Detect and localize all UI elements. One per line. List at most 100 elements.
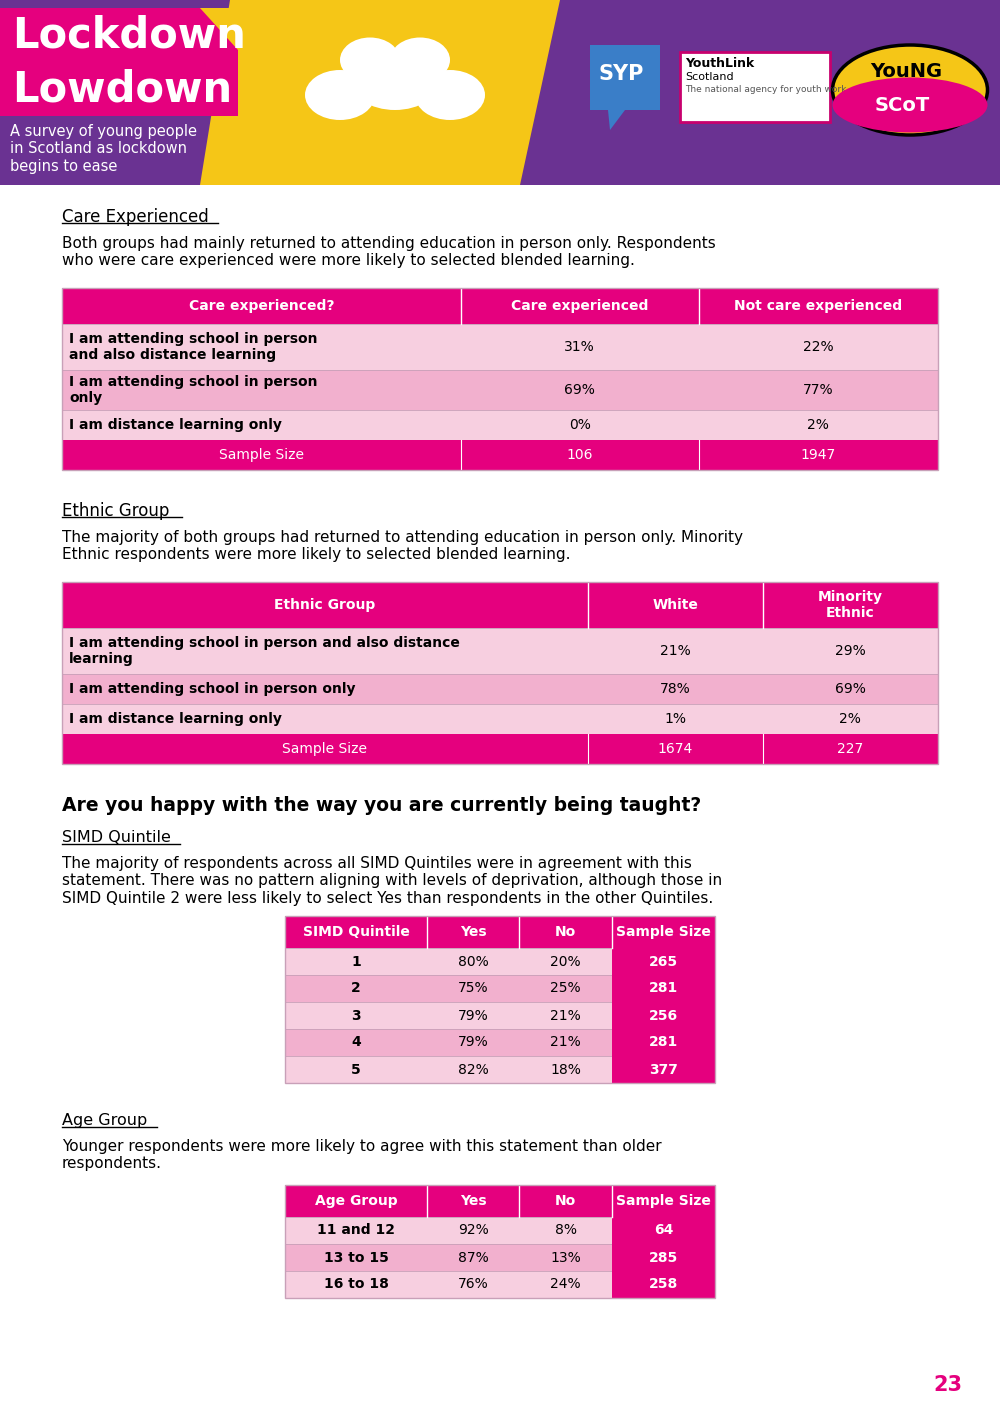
Bar [62,440,938,469]
Text: 3: 3 [351,1008,361,1022]
Text: Care experienced: Care experienced [511,298,648,312]
Text: 23: 23 [934,1374,962,1396]
Bar [285,1271,715,1298]
Text: Care experienced?: Care experienced? [189,298,334,312]
Bar [612,1003,715,1029]
Text: 69%: 69% [564,383,595,397]
Text: Ethnic Group: Ethnic Group [274,598,375,612]
Text: I am attending school in person
only: I am attending school in person only [69,375,318,404]
Text: 5: 5 [351,1062,361,1076]
Bar [0,8,238,116]
Bar [62,370,938,410]
Text: 281: 281 [649,1035,678,1049]
Bar [285,1185,715,1217]
Text: 76%: 76% [458,1277,488,1291]
Text: 87%: 87% [458,1250,488,1264]
Text: 13 to 15: 13 to 15 [324,1250,388,1264]
Bar [612,1056,715,1083]
Polygon shape [590,45,660,130]
Bar [612,947,715,976]
Text: 377: 377 [649,1062,678,1076]
Ellipse shape [390,38,450,82]
Bar [612,1244,715,1271]
Bar [62,288,938,324]
Text: I am attending school in person only: I am attending school in person only [69,682,356,696]
Bar [285,1244,715,1271]
Bar [285,1056,715,1083]
Text: Sample Size: Sample Size [282,742,367,756]
Text: 77%: 77% [803,383,834,397]
Text: SCoT: SCoT [875,96,930,115]
Text: 256: 256 [649,1008,678,1022]
Ellipse shape [832,45,988,134]
Bar [62,704,938,734]
Text: Sample Size: Sample Size [219,448,304,462]
Text: Yes: Yes [460,1193,486,1208]
Bar [62,628,938,674]
Text: 92%: 92% [458,1223,488,1237]
Bar [62,324,938,370]
Bar [285,976,715,1003]
Text: SIMD Quintile: SIMD Quintile [62,830,171,846]
Ellipse shape [832,78,988,133]
Text: Age Group: Age Group [315,1193,397,1208]
Text: Younger respondents were more likely to agree with this statement than older
res: Younger respondents were more likely to … [62,1140,662,1171]
Text: No: No [555,1193,576,1208]
Text: The majority of respondents across all SIMD Quintiles were in agreement with thi: The majority of respondents across all S… [62,855,722,906]
Text: 1674: 1674 [658,742,693,756]
Bar [62,734,938,764]
Ellipse shape [350,49,440,110]
Text: 13%: 13% [550,1250,581,1264]
Text: No: No [555,925,576,939]
Text: YouthLink: YouthLink [685,57,754,71]
Text: 79%: 79% [458,1008,488,1022]
Text: 69%: 69% [835,682,866,696]
Text: 1947: 1947 [801,448,836,462]
Text: I am attending school in person
and also distance learning: I am attending school in person and also… [69,332,318,362]
Text: 31%: 31% [564,339,595,354]
Bar [285,1003,715,1029]
Text: 106: 106 [566,448,593,462]
Bar [285,1217,715,1244]
Bar [62,583,938,628]
Bar [62,583,938,764]
Text: YouNG: YouNG [870,62,942,81]
Text: 21%: 21% [660,643,691,658]
Text: 4: 4 [351,1035,361,1049]
Text: 24%: 24% [550,1277,581,1291]
Bar [285,916,715,1083]
Ellipse shape [305,71,375,120]
Text: 75%: 75% [458,981,488,995]
Text: 281: 281 [649,981,678,995]
Text: I am distance learning only: I am distance learning only [69,713,282,725]
Bar [62,410,938,440]
Text: 8%: 8% [555,1223,577,1237]
Text: Care Experienced: Care Experienced [62,208,209,226]
Bar [285,1185,715,1298]
Bar [612,1217,715,1244]
Bar [680,52,830,122]
Text: White: White [652,598,698,612]
Bar [62,288,938,469]
Text: Sample Size: Sample Size [616,925,711,939]
Polygon shape [200,8,238,49]
Text: The national agency for youth work: The national agency for youth work [685,85,846,93]
Text: 2%: 2% [839,713,861,725]
Text: 78%: 78% [660,682,691,696]
Text: 2%: 2% [807,419,829,433]
Text: Minority
Ethnic: Minority Ethnic [818,590,883,621]
Bar [285,947,715,976]
Bar [285,916,715,947]
Text: 79%: 79% [458,1035,488,1049]
Text: I am attending school in person and also distance
learning: I am attending school in person and also… [69,636,460,666]
Text: 0%: 0% [569,419,591,433]
Text: Ethnic Group: Ethnic Group [62,502,169,520]
Bar [0,0,1000,185]
Bar [612,976,715,1003]
Text: SIMD Quintile: SIMD Quintile [303,925,409,939]
Polygon shape [200,0,560,185]
Text: 82%: 82% [458,1062,488,1076]
Text: 265: 265 [649,954,678,969]
Bar [285,1029,715,1056]
Text: I am distance learning only: I am distance learning only [69,419,282,433]
